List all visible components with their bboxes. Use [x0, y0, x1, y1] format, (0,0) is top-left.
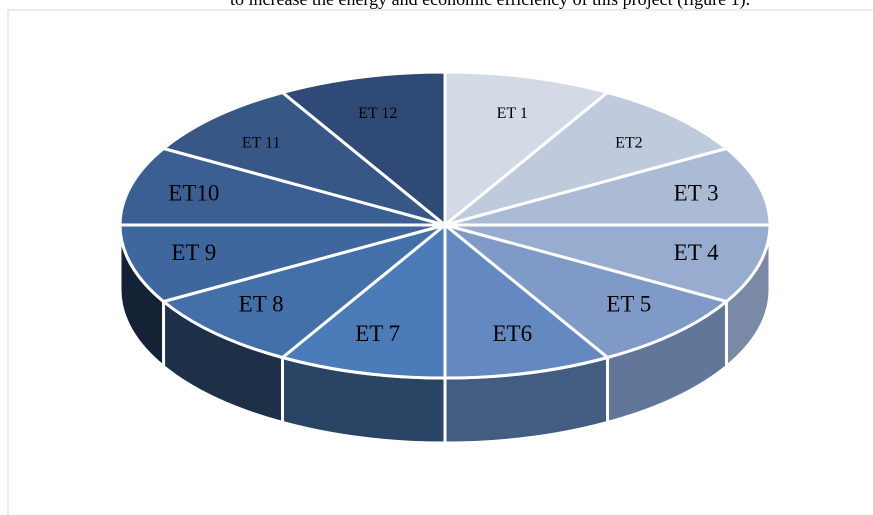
slice-label: ET 1	[497, 105, 528, 122]
slice-label: ET 11	[242, 135, 281, 152]
caption: to increase the energy and economic effi…	[230, 0, 750, 10]
slice-label: ET 4	[674, 240, 719, 265]
pie-slice	[279, 70, 447, 229]
slice-label: ET 12	[358, 105, 397, 122]
pie-tops	[118, 70, 772, 380]
pie-slice	[118, 223, 446, 304]
pie-slice	[443, 70, 611, 229]
pie-slice	[444, 223, 772, 304]
pie-slice	[118, 146, 446, 227]
pie-slice	[279, 221, 447, 380]
slice-label: ET2	[615, 135, 643, 152]
pie-slice	[444, 146, 772, 227]
slice-label: ET 7	[355, 321, 400, 346]
slice-label: ET 9	[171, 240, 216, 265]
slice-label: ET10	[168, 181, 219, 206]
pie-slice	[443, 221, 611, 380]
pie-slice	[160, 90, 446, 227]
slice-label: ET 5	[606, 291, 651, 316]
slice-label: ET 3	[674, 181, 719, 206]
pie-labels: ET 1 ET2 ET 3 ET 4 ET 5 ET6 ET 7 ET 8 ET 9 ET10 ET…	[168, 105, 719, 346]
slice-label: ET 8	[239, 291, 284, 316]
slice-label: ET6	[492, 321, 532, 346]
pie-slice	[160, 223, 446, 360]
pie-slice	[444, 90, 730, 227]
pie-slice	[444, 223, 730, 360]
